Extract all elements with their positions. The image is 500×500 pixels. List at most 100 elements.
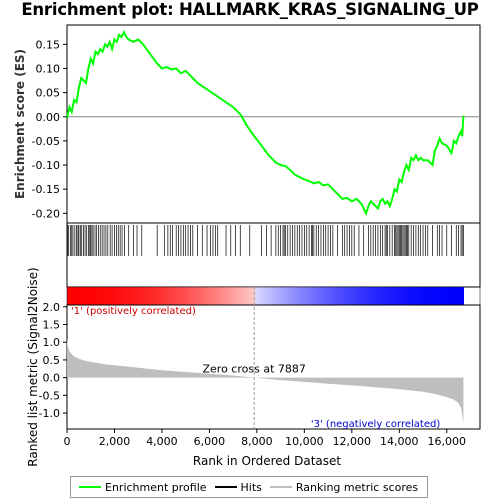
x-tick-label: 6,000	[194, 435, 226, 448]
color-bar-segment	[321, 287, 326, 305]
metric-y-axis-label: Ranked list metric (Signal2Noise)	[26, 267, 40, 466]
color-bar-segment	[420, 287, 425, 305]
color-bar-segment	[80, 287, 85, 305]
color-bar-segment	[248, 287, 253, 305]
color-bar-segment	[370, 287, 375, 305]
color-bar-segment	[245, 287, 250, 305]
color-bar-segment	[251, 287, 256, 305]
color-bar-segment	[288, 287, 293, 305]
x-tick-label: 8,000	[241, 435, 273, 448]
es-y-tick-label: -0.05	[32, 135, 60, 148]
es-y-tick-label: 0.00	[36, 111, 61, 124]
chart-title: Enrichment plot: HALLMARK_KRAS_SIGNALING…	[21, 0, 479, 19]
color-bar-segment	[324, 287, 329, 305]
x-tick-label: 16,000	[428, 435, 467, 448]
color-bar-segment	[374, 287, 379, 305]
color-bar-segment	[152, 287, 157, 305]
color-bar-segment	[103, 287, 108, 305]
metric-x-ticks: 0 2,000 4,000 6,000 8,000 10,000 12,000 14,000 1…	[64, 429, 467, 448]
es-y-tick-label: 0.05	[36, 87, 61, 100]
rank-metric-panel: Zero cross at 7887 '1' (positively corre…	[39, 287, 481, 448]
color-bar-segment	[176, 287, 180, 305]
color-bar-segment	[228, 287, 233, 305]
es-plot-frame	[66, 24, 481, 224]
metric-y-tick-label: -0.5	[39, 389, 60, 402]
color-bar-segment	[109, 287, 114, 305]
color-bar-segment	[311, 287, 316, 305]
color-bar-segment	[285, 287, 289, 305]
legend-item-ranking: Ranking metric scores	[269, 480, 419, 494]
color-bar-segment	[450, 287, 455, 305]
color-bar-segment	[90, 287, 95, 305]
color-bar-segment	[126, 287, 131, 305]
color-bar-segment	[394, 287, 398, 305]
legend-swatch-black-line	[214, 486, 237, 488]
color-bar-segment	[308, 287, 313, 305]
color-bar-segment	[212, 287, 217, 305]
color-bar-segment	[265, 287, 270, 305]
color-bar-segment	[218, 287, 223, 305]
color-bar-segment	[271, 287, 276, 305]
metric-y-ticks: 2.0 1.5 1.0 0.5 0.0 -0.5 -1.0	[39, 301, 67, 420]
color-bar-segment	[281, 287, 286, 305]
color-bar-segment	[460, 287, 464, 305]
legend-label: Hits	[240, 480, 262, 494]
color-bar-segment	[275, 287, 280, 305]
color-bar-segment	[222, 287, 227, 305]
color-bar-segment	[185, 287, 190, 305]
hit-lines	[67, 225, 464, 256]
color-bar-segment	[261, 287, 266, 305]
legend-swatch-green-line	[79, 486, 101, 488]
x-tick-label: 14,000	[380, 435, 419, 448]
color-bar-segment	[403, 287, 408, 305]
es-y-tick-label: -0.20	[32, 207, 60, 220]
color-bar-segment	[238, 287, 243, 305]
x-tick-label: 2,000	[99, 435, 131, 448]
color-bar-segment	[417, 287, 422, 305]
color-bar-segment	[443, 287, 448, 305]
negative-correlation-label: '3' (negatively correlated)	[311, 419, 440, 430]
color-bar-segment	[387, 287, 392, 305]
color-bar-segment	[70, 287, 75, 305]
color-bar-segment	[407, 287, 412, 305]
color-bar-segment	[172, 287, 177, 305]
color-bar-segment	[440, 287, 445, 305]
color-bar-segment	[136, 287, 141, 305]
color-bar-segment	[380, 287, 385, 305]
color-bar-segment	[139, 287, 144, 305]
color-bar-segment	[446, 287, 451, 305]
color-bar-segment	[341, 287, 346, 305]
color-bar-segment	[149, 287, 154, 305]
color-bar-segment	[304, 287, 309, 305]
color-bar-segment	[106, 287, 111, 305]
color-bar-segment	[427, 287, 431, 305]
color-bar-segment	[169, 287, 174, 305]
color-bar-segment	[159, 287, 164, 305]
color-bar-segment	[67, 287, 71, 305]
color-bar-segment	[453, 287, 458, 305]
color-bar-segment	[423, 287, 428, 305]
es-y-ticks: 0.15 0.10 0.05 0.00 -0.05 -0.10 -0.15 -0.20	[32, 38, 67, 220]
metric-y-tick-label: 0.5	[43, 354, 61, 367]
color-bar-segment	[377, 287, 382, 305]
color-bar-segment	[242, 287, 246, 305]
color-bar-segment	[354, 287, 359, 305]
color-bar-segment	[436, 287, 441, 305]
rank-color-bar	[66, 286, 481, 306]
color-bar-segment	[331, 287, 336, 305]
color-bar-segment	[344, 287, 349, 305]
color-bar-segment	[347, 287, 352, 305]
es-y-tick-label: 0.15	[36, 38, 61, 51]
color-bar-segment	[351, 287, 355, 305]
color-bar-segment	[278, 287, 283, 305]
color-bar-segment	[413, 287, 418, 305]
color-bar-segment	[205, 287, 210, 305]
x-axis-label: Rank in Ordered Dataset	[193, 454, 341, 468]
color-bar-segment	[410, 287, 415, 305]
color-bar-segment	[113, 287, 118, 305]
color-bar-segment	[456, 287, 461, 305]
color-bar-segment	[199, 287, 204, 305]
color-bar-segment	[397, 287, 402, 305]
legend-label: Ranking metric scores	[295, 480, 419, 494]
